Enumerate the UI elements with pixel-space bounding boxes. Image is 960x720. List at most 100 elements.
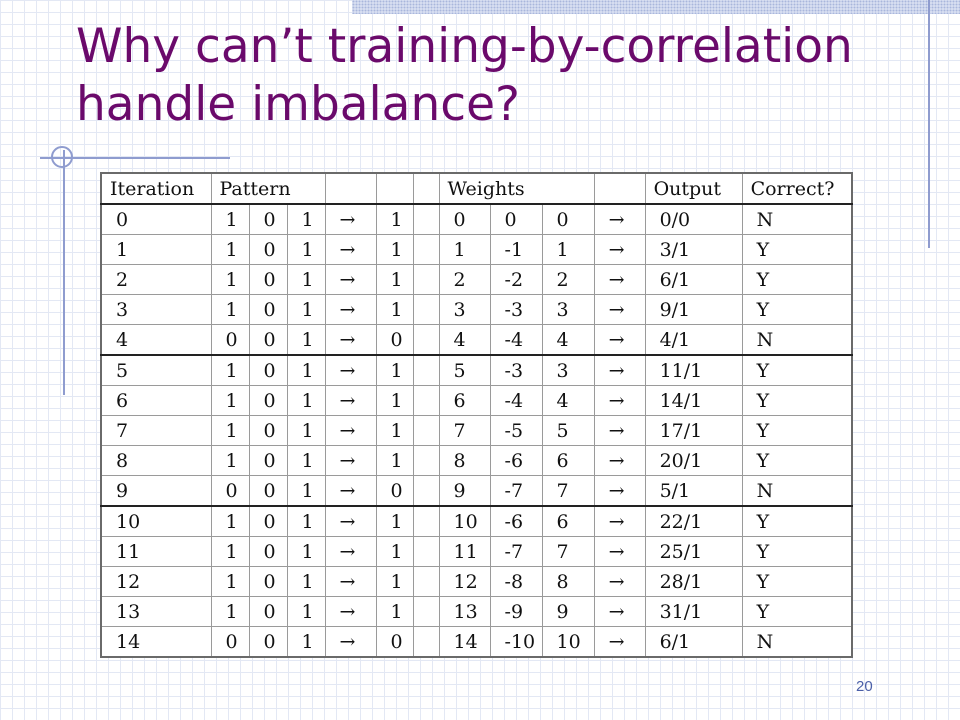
cell-pattern-target: 1: [375, 415, 414, 446]
cell-pattern-x2: 0: [248, 234, 288, 265]
cell-weight-arrow: →: [593, 566, 646, 597]
cell-weight-arrow: →: [593, 536, 646, 567]
table-row: 2 1 0 1 → 1 2 -2 2 → 6/1 Y: [100, 264, 853, 295]
cell-output: 31/1: [644, 596, 743, 627]
cell-spacer: [412, 234, 440, 265]
cell-iteration: 8: [100, 445, 212, 476]
cell-iteration: 4: [100, 324, 212, 356]
cell-weight-arrow: →: [593, 445, 646, 476]
cell-weight-arrow: →: [593, 596, 646, 627]
cell-weight-w3: 5: [541, 415, 595, 446]
cell-pattern-target: 1: [375, 385, 414, 416]
cell-weight-w2: 0: [489, 203, 543, 235]
cell-weight-w2: -7: [489, 475, 543, 507]
cell-output: 20/1: [644, 445, 743, 476]
cell-correct: Y: [741, 445, 853, 476]
cell-iteration: 14: [100, 626, 212, 658]
cell-weight-arrow: →: [593, 626, 646, 658]
cell-pattern-x1: 1: [210, 415, 250, 446]
cell-output: 4/1: [644, 324, 743, 356]
cell-pattern-arrow: →: [324, 566, 377, 597]
cell-pattern-x1: 1: [210, 294, 250, 325]
table-row: 5 1 0 1 → 1 5 -3 3 → 11/1 Y: [100, 354, 853, 386]
cell-spacer: [412, 203, 440, 235]
header-output: Output: [644, 172, 743, 205]
cell-pattern-x3: 1: [286, 415, 326, 446]
decorative-vertical-line-left: [63, 150, 65, 395]
cell-iteration: 6: [100, 385, 212, 416]
cell-iteration: 1: [100, 234, 212, 265]
cell-pattern-x3: 1: [286, 294, 326, 325]
cell-pattern-x2: 0: [248, 294, 288, 325]
cell-correct: N: [741, 203, 853, 235]
cell-pattern-x2: 0: [248, 264, 288, 295]
cell-weight-w2: -10: [489, 626, 543, 658]
cell-weight-w1: 12: [438, 566, 491, 597]
cell-output: 22/1: [644, 505, 743, 537]
cell-pattern-x2: 0: [248, 505, 288, 537]
cell-iteration: 13: [100, 596, 212, 627]
table-row: 8 1 0 1 → 1 8 -6 6 → 20/1 Y: [100, 445, 853, 476]
cell-pattern-arrow: →: [324, 354, 377, 386]
cell-pattern-target: 1: [375, 203, 414, 235]
cell-weight-w2: -4: [489, 385, 543, 416]
cell-iteration: 2: [100, 264, 212, 295]
cell-iteration: 7: [100, 415, 212, 446]
cell-weight-w1: 1: [438, 234, 491, 265]
cell-spacer: [412, 415, 440, 446]
cell-pattern-arrow: →: [324, 626, 377, 658]
table-row: 6 1 0 1 → 1 6 -4 4 → 14/1 Y: [100, 385, 853, 416]
cell-output: 9/1: [644, 294, 743, 325]
cell-weight-arrow: →: [593, 475, 646, 507]
cell-spacer: [412, 505, 440, 537]
cell-pattern-target: 1: [375, 234, 414, 265]
cell-spacer: [412, 536, 440, 567]
cell-pattern-arrow: →: [324, 536, 377, 567]
cell-pattern-x2: 0: [248, 385, 288, 416]
cell-pattern-x3: 1: [286, 626, 326, 658]
cell-weight-w3: 6: [541, 505, 595, 537]
cell-correct: Y: [741, 385, 853, 416]
cell-pattern-target: 0: [375, 475, 414, 507]
cell-weight-w3: 8: [541, 566, 595, 597]
table-row: 11 1 0 1 → 1 11 -7 7 → 25/1 Y: [100, 536, 853, 567]
cell-weight-w2: -3: [489, 294, 543, 325]
cell-output: 5/1: [644, 475, 743, 507]
table-row: 1 1 0 1 → 1 1 -1 1 → 3/1 Y: [100, 234, 853, 265]
cell-weight-w1: 2: [438, 264, 491, 295]
cell-weight-w2: -1: [489, 234, 543, 265]
cell-spacer: [412, 294, 440, 325]
cell-pattern-target: 1: [375, 445, 414, 476]
cell-pattern-arrow: →: [324, 324, 377, 356]
cell-output: 3/1: [644, 234, 743, 265]
cell-correct: Y: [741, 354, 853, 386]
cell-spacer: [412, 475, 440, 507]
cell-weight-w2: -9: [489, 596, 543, 627]
cell-output: 11/1: [644, 354, 743, 386]
cell-pattern-x1: 0: [210, 475, 250, 507]
cell-pattern-x2: 0: [248, 536, 288, 567]
cell-weight-arrow: →: [593, 505, 646, 537]
cell-output: 6/1: [644, 264, 743, 295]
cell-pattern-x2: 0: [248, 324, 288, 356]
cell-iteration: 11: [100, 536, 212, 567]
cell-pattern-arrow: →: [324, 505, 377, 537]
cell-weight-w2: -5: [489, 415, 543, 446]
decorative-horizontal-line: [40, 157, 230, 159]
cell-output: 17/1: [644, 415, 743, 446]
cell-pattern-x2: 0: [248, 445, 288, 476]
cell-pattern-arrow: →: [324, 385, 377, 416]
slide-title: Why can’t training-by-correlation handle…: [76, 19, 853, 132]
cell-spacer: [412, 354, 440, 386]
cell-pattern-arrow: →: [324, 264, 377, 295]
cell-weight-w3: 3: [541, 354, 595, 386]
cell-pattern-target: 1: [375, 264, 414, 295]
header-weights-arrow: [593, 172, 646, 205]
cell-pattern-x1: 1: [210, 566, 250, 597]
cell-weight-w1: 5: [438, 354, 491, 386]
cell-pattern-x1: 1: [210, 536, 250, 567]
cell-weight-arrow: →: [593, 203, 646, 235]
cell-spacer: [412, 566, 440, 597]
cell-iteration: 3: [100, 294, 212, 325]
cell-output: 14/1: [644, 385, 743, 416]
